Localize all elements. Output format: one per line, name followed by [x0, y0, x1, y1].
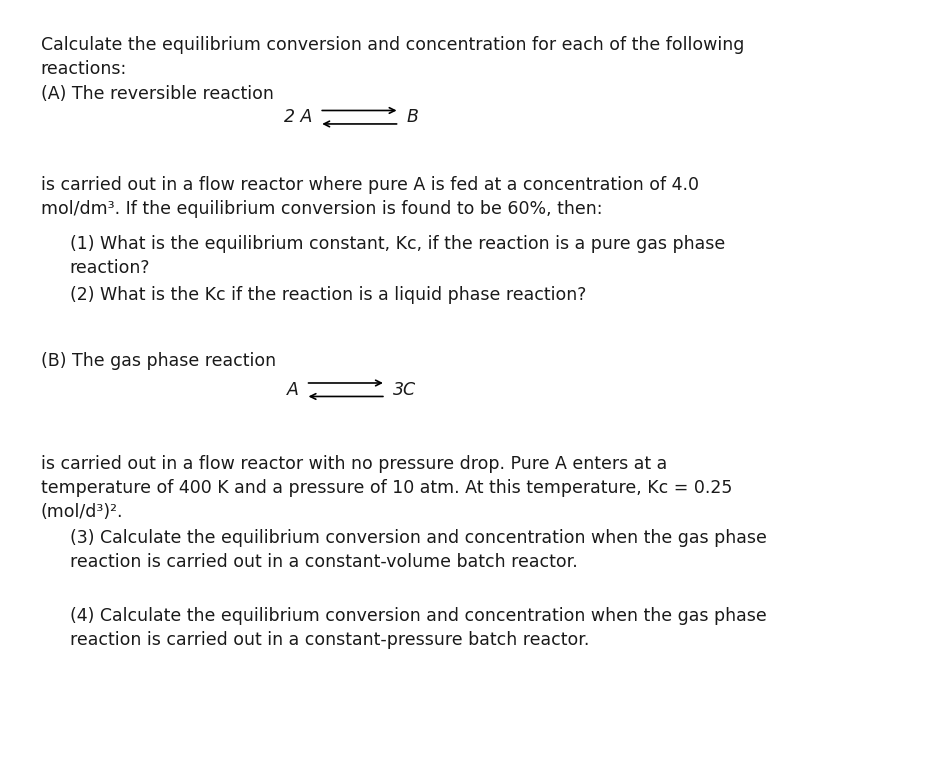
Text: (1) What is the equilibrium constant, Kc, if the reaction is a pure gas phase
re: (1) What is the equilibrium constant, Kc…	[70, 235, 725, 277]
Text: (2) What is the Kc if the reaction is a liquid phase reaction?: (2) What is the Kc if the reaction is a …	[70, 285, 587, 304]
Text: 3C: 3C	[393, 381, 416, 399]
Text: (4) Calculate the equilibrium conversion and concentration when the gas phase
re: (4) Calculate the equilibrium conversion…	[70, 607, 766, 650]
Text: (B) The gas phase reaction: (B) The gas phase reaction	[40, 352, 275, 370]
Text: A: A	[287, 381, 298, 399]
Text: B: B	[407, 108, 418, 126]
Text: (3) Calculate the equilibrium conversion and concentration when the gas phase
re: (3) Calculate the equilibrium conversion…	[70, 529, 767, 572]
Text: Calculate the equilibrium conversion and concentration for each of the following: Calculate the equilibrium conversion and…	[40, 36, 744, 78]
Text: (A) The reversible reaction: (A) The reversible reaction	[40, 85, 274, 103]
Text: 2 A: 2 A	[284, 108, 312, 126]
Text: is carried out in a flow reactor with no pressure drop. Pure A enters at a
tempe: is carried out in a flow reactor with no…	[40, 455, 732, 522]
Text: is carried out in a flow reactor where pure A is fed at a concentration of 4.0
m: is carried out in a flow reactor where p…	[40, 176, 698, 218]
